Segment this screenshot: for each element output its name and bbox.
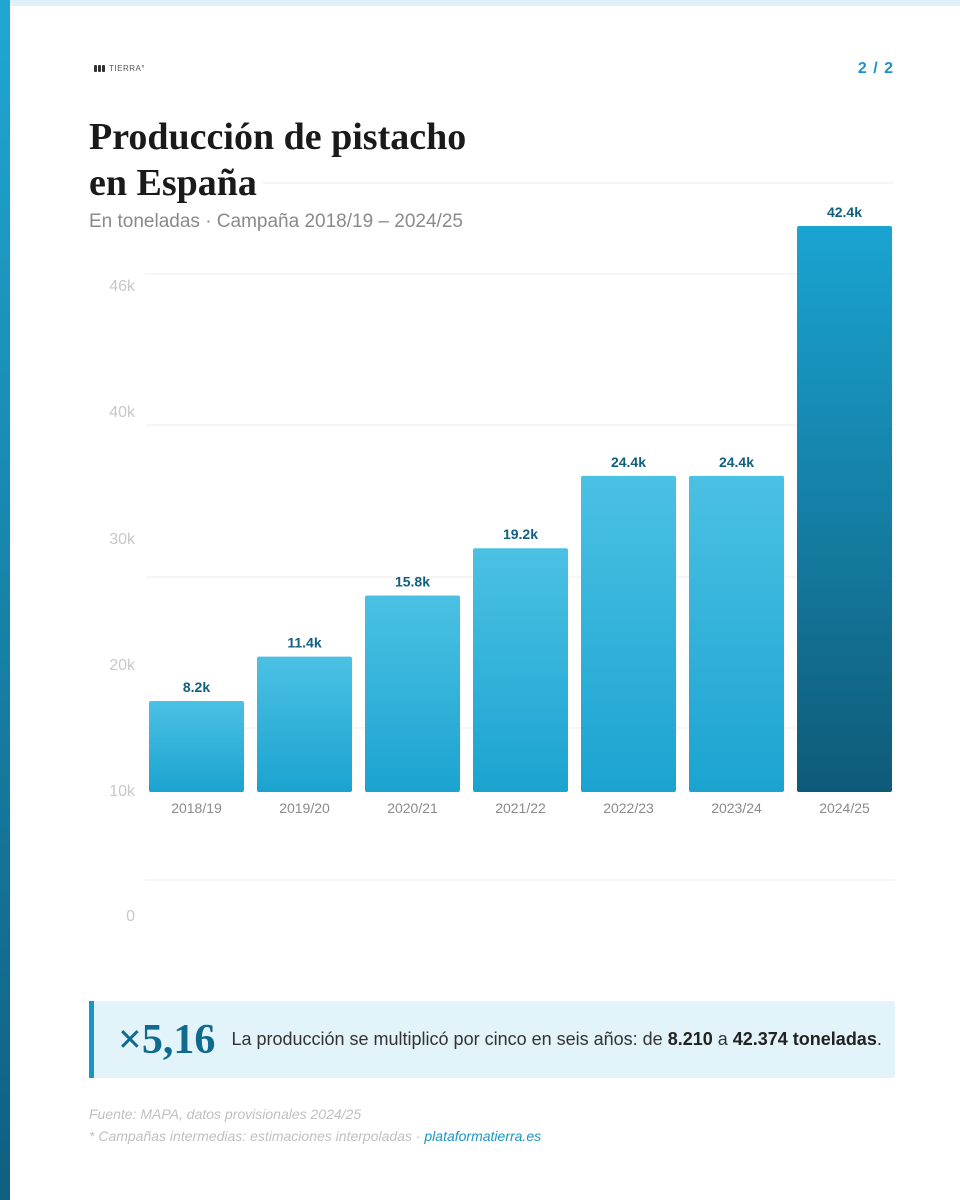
bar-2020-21 [365, 595, 460, 792]
bar-2019-20 [257, 656, 352, 792]
callout-text: La producción se multiplicó por cinco en… [231, 1029, 881, 1050]
callout-from-value: 8.210 [667, 1029, 713, 1049]
y-tick-label: 46k [109, 278, 136, 295]
x-category-label: 2024/25 [819, 800, 870, 816]
left-accent-bar [0, 0, 10, 1200]
y-axis-ticks: 0 10k 20k 30k 40k 46k [109, 278, 136, 925]
x-category-label: 2018/19 [171, 800, 222, 816]
chart-subtitle: En toneladas · Campaña 2018/19 – 2024/25 [89, 211, 463, 232]
top-accent-bar [0, 0, 960, 6]
value-label: 11.4k [287, 635, 321, 651]
methodology-note: * Campañas intermedias: estimaciones int… [89, 1128, 541, 1144]
y-tick-label: 10k [109, 783, 136, 800]
bar-2018-19 [149, 701, 244, 792]
bar-2021-22 [473, 548, 568, 792]
x-category-label: 2023/24 [711, 800, 762, 816]
y-tick-label: 0 [126, 908, 135, 925]
value-label: 24.4k [611, 454, 646, 470]
x-axis-labels: 2018/19 2019/20 2020/21 2021/22 2022/23 2023/… [171, 800, 870, 816]
value-label: 15.8k [395, 573, 430, 589]
callout-to-value: 42.374 toneladas [732, 1029, 877, 1049]
x-category-label: 2020/21 [387, 800, 438, 816]
bar-2023-24 [689, 475, 784, 792]
callout-text-after: . [876, 1029, 882, 1049]
value-labels: 8.2k 11.4k 15.8k 19.2k 24.4k 24.4k 42.4k [183, 204, 862, 695]
callout-text-before: La producción se multiplicó por cinco en… [231, 1029, 668, 1049]
insight-callout: ×5,16 La producción se multiplicó por ci… [89, 1001, 895, 1078]
logo-text: TIERRA° [109, 64, 146, 73]
source-note: Fuente: MAPA, datos provisionales 2024/2… [89, 1106, 362, 1122]
x-category-label: 2019/20 [279, 800, 330, 816]
value-label: 19.2k [503, 526, 538, 542]
brand-logo: TIERRA° [94, 64, 145, 73]
bar-chart: 0 10k 20k 30k 40k 46k 8.2k 11.4k 15.8k 19.2k 24.4… [109, 182, 895, 925]
value-label: 8.2k [183, 679, 210, 695]
multiplier-value: ×5,16 [118, 1016, 216, 1063]
value-label: 24.4k [719, 454, 754, 470]
chart-title: Producción de pistacho en España [89, 114, 489, 206]
source-link[interactable]: plataformatierra.es [424, 1128, 542, 1144]
value-label: 42.4k [827, 204, 862, 220]
page-indicator: 2 / 2 [857, 60, 894, 77]
logo-icon [94, 65, 105, 72]
y-tick-label: 30k [109, 531, 136, 548]
chart-title-text: Producción de pistacho en España [89, 116, 467, 204]
y-tick-label: 40k [109, 404, 136, 421]
x-category-label: 2021/22 [495, 800, 546, 816]
bars [149, 226, 892, 792]
y-tick-label: 20k [109, 657, 136, 674]
x-category-label: 2022/23 [603, 800, 654, 816]
methodology-text: * Campañas intermedias: estimaciones int… [89, 1128, 425, 1144]
callout-text-middle: a [712, 1029, 733, 1049]
bar-2022-23 [581, 475, 676, 792]
bar-2024-25 [797, 226, 892, 792]
